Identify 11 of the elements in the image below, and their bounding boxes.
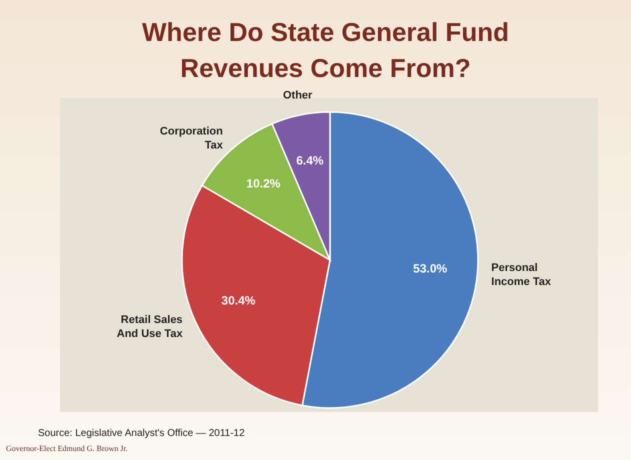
data-label: 10.2% <box>246 176 281 191</box>
chart-title: Where Do State General Fund Revenues Come From? <box>142 16 509 83</box>
slice-label: Retail Sales And Use Tax <box>116 314 184 340</box>
data-label: 53.0% <box>413 262 448 276</box>
slice-label: Corporation Tax <box>160 125 224 152</box>
slice-label: Other <box>282 89 314 102</box>
slice-label: Personal Income Tax <box>491 262 552 288</box>
text: Governor-Elect Edmund G. Brown Jr. <box>6 444 128 453</box>
data-label: 30.4% <box>221 294 256 308</box>
data-label: 6.4% <box>296 154 324 168</box>
source-note: Source: Legislative Analyst's Office — 2011-12 <box>38 428 246 439</box>
